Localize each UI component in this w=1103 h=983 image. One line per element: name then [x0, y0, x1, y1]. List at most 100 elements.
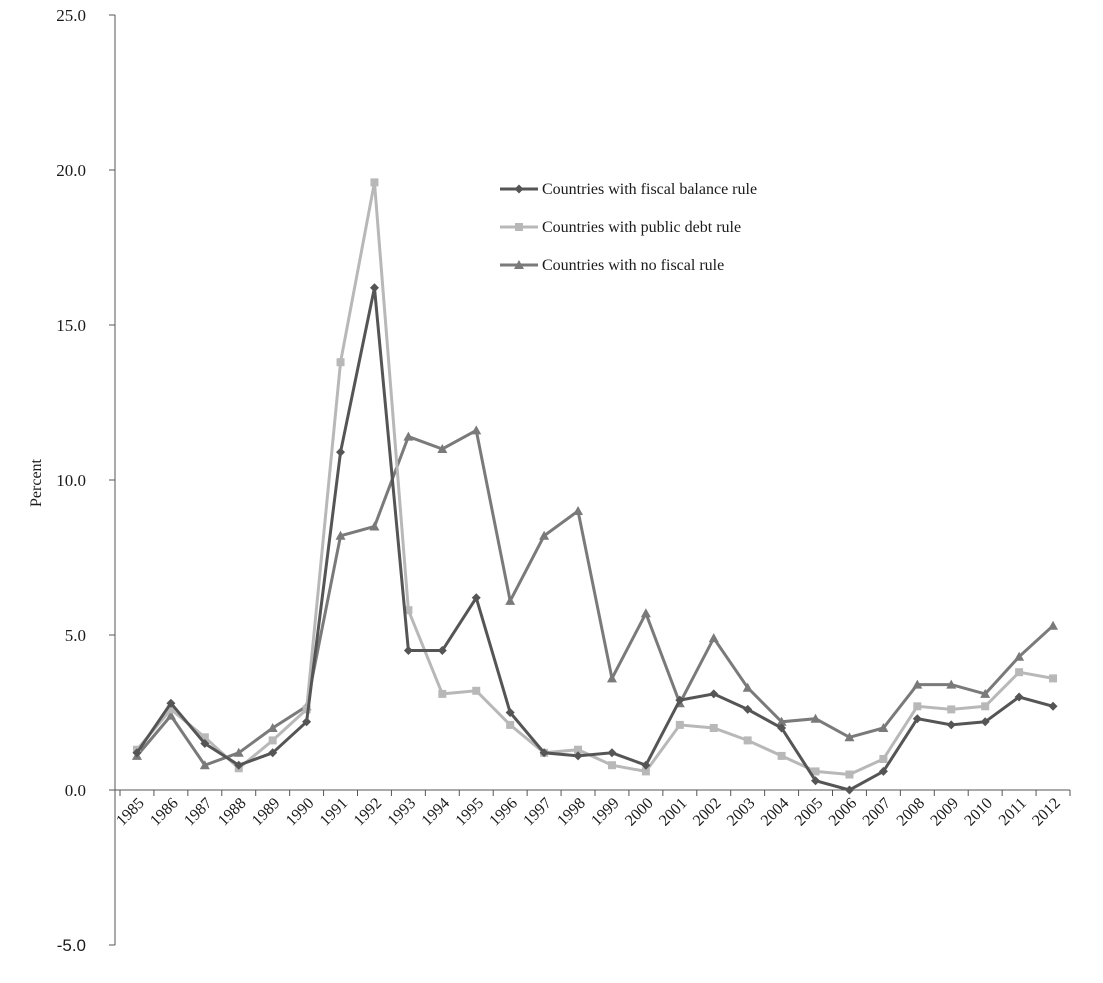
data-point: [709, 724, 718, 732]
data-point: [336, 447, 346, 457]
data-point: [539, 748, 549, 758]
x-tick-label: 2009: [927, 795, 962, 830]
data-point: [403, 431, 414, 441]
legend-label: Countries with public debt rule: [542, 219, 741, 236]
data-point: [640, 608, 651, 618]
data-point: [302, 717, 312, 727]
data-point: [539, 530, 550, 540]
data-point: [675, 720, 684, 729]
series-line: [135, 182, 1054, 777]
data-point: [641, 760, 651, 770]
x-tick-label: 2000: [622, 795, 657, 830]
data-point: [573, 506, 584, 515]
data-point: [369, 521, 380, 531]
data-point: [946, 720, 956, 730]
x-tick-label: 1990: [283, 795, 318, 830]
data-point: [471, 425, 482, 435]
data-point: [607, 761, 616, 770]
y-tick-label: 25.0: [56, 6, 86, 25]
data-point: [606, 673, 617, 683]
x-tick-label: 1987: [181, 795, 216, 830]
data-point: [370, 178, 379, 187]
data-point: [913, 702, 922, 711]
legend: Countries with fiscal balance rule Countr…: [500, 181, 757, 274]
x-tick-label: 2008: [894, 795, 929, 830]
x-tick-label: 1989: [249, 795, 284, 830]
x-tick-label: 1999: [588, 795, 623, 830]
data-point: [1014, 651, 1025, 661]
x-tick-label: 2011: [996, 795, 1030, 829]
x-tick-label: 2006: [826, 795, 861, 830]
series-layer: [131, 178, 1059, 795]
data-point: [878, 723, 889, 732]
y-axis: 25.0 20.0 15.0 10.0 5.0 0.0 -5.0: [56, 6, 116, 955]
data-point: [437, 444, 448, 453]
x-tick-label: 1986: [147, 795, 182, 830]
data-point: [708, 633, 719, 643]
data-point: [505, 708, 515, 717]
data-point: [811, 767, 820, 776]
x-tick-label: 1991: [317, 795, 352, 830]
data-point: [1048, 620, 1059, 630]
legend-marker: [514, 184, 524, 194]
data-point: [947, 705, 956, 714]
data-point: [777, 723, 787, 733]
data-point: [844, 732, 855, 742]
data-point: [404, 606, 413, 615]
data-point: [641, 767, 650, 776]
x-tick-label: 1998: [554, 795, 589, 830]
data-point: [845, 770, 854, 779]
data-point: [233, 747, 244, 757]
x-tick-label: 2004: [758, 795, 793, 830]
data-point: [980, 717, 990, 727]
data-point: [844, 785, 854, 795]
data-point: [709, 689, 719, 699]
data-point: [573, 751, 583, 761]
data-point: [234, 760, 244, 770]
series-line: [135, 287, 1054, 792]
data-point: [912, 714, 922, 724]
x-tick-label: 2012: [1029, 795, 1064, 830]
y-tick-label: 0.0: [65, 781, 86, 800]
data-point: [267, 723, 278, 732]
data-point: [200, 733, 209, 742]
data-point: [1048, 701, 1058, 711]
x-tick-label: 1994: [419, 795, 454, 830]
data-point: [810, 713, 821, 723]
data-point: [166, 698, 176, 708]
data-point: [879, 755, 888, 763]
y-tick-label: 10.0: [56, 471, 86, 490]
data-point: [980, 688, 991, 698]
data-point: [165, 710, 176, 720]
data-point: [132, 748, 142, 758]
data-point: [199, 760, 210, 770]
data-point: [505, 595, 516, 605]
data-point: [574, 745, 583, 754]
data-point: [369, 283, 379, 293]
data-point: [1014, 692, 1024, 702]
x-tick-label: 1997: [520, 795, 555, 830]
x-tick-label: 2003: [724, 795, 759, 830]
legend-entry: Countries with fiscal balance rule: [500, 181, 757, 198]
legend-marker: [514, 260, 524, 269]
legend-label: Countries with fiscal balance rule: [542, 181, 757, 198]
x-tick-label: 1995: [452, 795, 487, 830]
y-tick-label: 15.0: [56, 316, 86, 335]
y-axis-title: Percent: [28, 458, 45, 507]
data-point: [438, 689, 447, 698]
data-point: [607, 748, 617, 758]
data-point: [335, 530, 346, 540]
y-tick-label: 20.0: [56, 161, 86, 180]
legend-label: Countries with no fiscal rule: [542, 257, 724, 274]
x-tick-label: 2007: [860, 795, 895, 830]
x-axis: 1985 1986 1987 1988 1989 1990 1991 1992 1993 1994…: [113, 789, 1071, 830]
data-point: [472, 686, 481, 695]
data-point: [268, 748, 278, 758]
data-point: [743, 704, 753, 714]
legend-marker: [515, 223, 523, 231]
data-point: [437, 646, 447, 655]
legend-entry: Countries with public debt rule: [500, 219, 741, 236]
data-point: [1015, 668, 1024, 677]
legend-entry: Countries with no fiscal rule: [500, 257, 724, 274]
